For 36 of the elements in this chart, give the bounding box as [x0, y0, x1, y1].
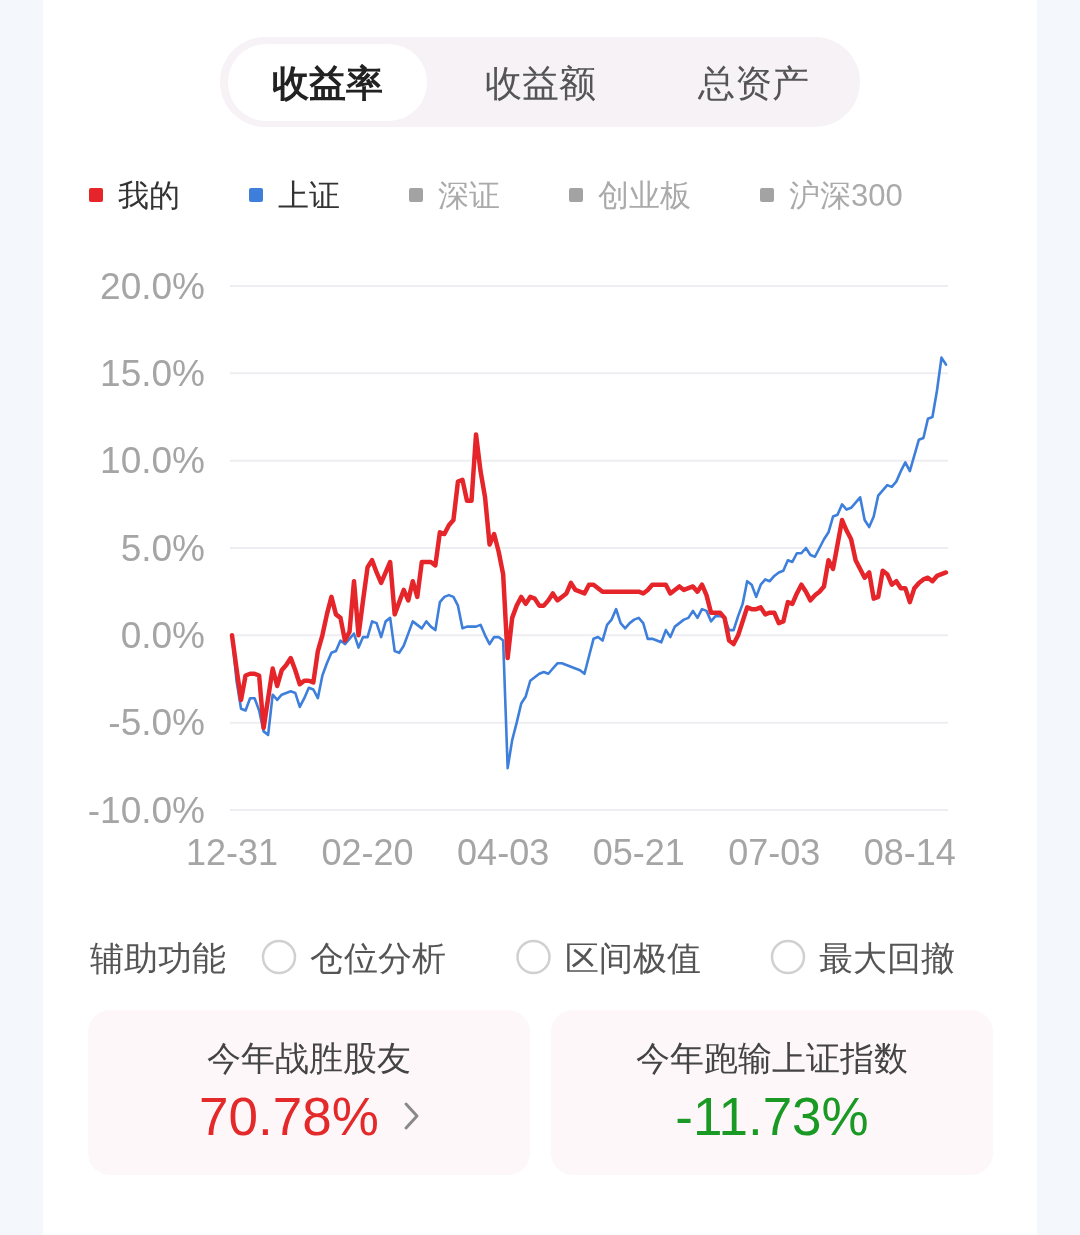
radio-option: 区间极值 [516, 939, 701, 977]
y-tick-label: -5.0% [108, 702, 205, 744]
x-tick-label: 05-21 [592, 831, 685, 873]
x-tick-label: 04-03 [457, 831, 550, 873]
tab-label: 总资产 [697, 62, 809, 104]
text: 70.78% [199, 1086, 379, 1146]
legend-item: 我的 [89, 177, 180, 213]
legend-item: 上证 [249, 177, 340, 213]
x-tick-label: 02-20 [321, 831, 414, 873]
x-tick-label: 07-03 [728, 831, 821, 873]
radio-option: 仓位分析 [261, 939, 446, 977]
y-tick-label: 10.0% [100, 440, 205, 482]
radio-option: 最大回撤 [770, 939, 955, 977]
y-tick-label: -10.0% [87, 789, 205, 831]
legend-label: 创业板 [598, 177, 691, 213]
y-tick-label: 20.0% [100, 265, 205, 307]
tab-selected: 收益率 [228, 44, 427, 121]
y-tick-label: 15.0% [100, 352, 205, 394]
legend-label: 我的 [118, 177, 180, 213]
x-tick-label: 08-14 [863, 831, 956, 873]
y-tick-label: 0.0% [120, 614, 205, 656]
text: -11.73% [675, 1086, 869, 1146]
text: 今年战胜股友 [207, 1039, 411, 1077]
legend-item: 沪深300 [760, 177, 903, 213]
line-series [230, 356, 948, 770]
legend-item: 创业板 [569, 177, 691, 213]
tab-label: 收益额 [484, 62, 596, 104]
y-tick-label: 5.0% [120, 527, 205, 569]
text: 今年跑输上证指数 [636, 1039, 908, 1077]
legend-label: 沪深300 [789, 177, 903, 213]
line-series [229, 432, 949, 731]
legend-item: 深证 [409, 177, 500, 213]
x-tick-label: 12-31 [185, 831, 279, 873]
legend-label: 深证 [438, 177, 500, 213]
legend-label: 上证 [278, 177, 340, 213]
text: 辅助功能 [90, 939, 226, 977]
